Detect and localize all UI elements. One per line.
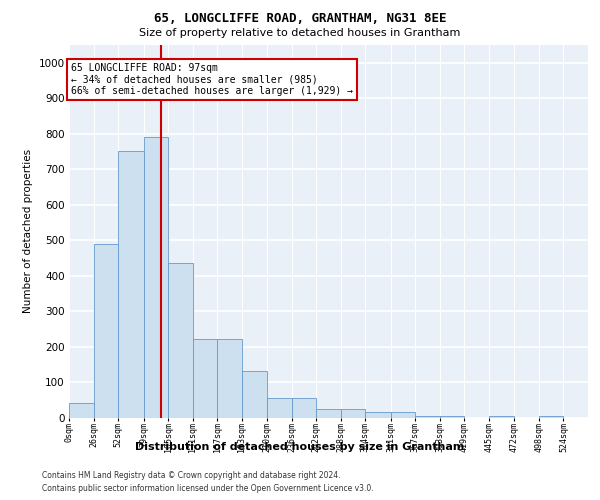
Bar [341, 408, 365, 418]
Bar [168, 263, 193, 418]
Bar [242, 372, 267, 418]
Y-axis label: Number of detached properties: Number of detached properties [23, 149, 33, 314]
Bar [217, 340, 242, 417]
Bar [316, 408, 341, 418]
Text: Distribution of detached houses by size in Grantham: Distribution of detached houses by size … [136, 442, 464, 452]
Bar [267, 398, 292, 417]
Text: 65 LONGCLIFFE ROAD: 97sqm
← 34% of detached houses are smaller (985)
66% of semi: 65 LONGCLIFFE ROAD: 97sqm ← 34% of detac… [71, 62, 353, 96]
Text: Size of property relative to detached houses in Grantham: Size of property relative to detached ho… [139, 28, 461, 38]
Bar [539, 416, 563, 418]
Text: 65, LONGCLIFFE ROAD, GRANTHAM, NG31 8EE: 65, LONGCLIFFE ROAD, GRANTHAM, NG31 8EE [154, 12, 446, 26]
Bar [365, 412, 391, 418]
Bar [415, 416, 440, 418]
Bar [118, 152, 143, 418]
Text: Contains public sector information licensed under the Open Government Licence v3: Contains public sector information licen… [42, 484, 374, 493]
Bar [391, 412, 415, 418]
Bar [69, 404, 94, 417]
Bar [292, 398, 316, 417]
Bar [143, 137, 168, 418]
Text: Contains HM Land Registry data © Crown copyright and database right 2024.: Contains HM Land Registry data © Crown c… [42, 471, 341, 480]
Bar [440, 416, 464, 418]
Bar [94, 244, 118, 418]
Bar [193, 340, 217, 417]
Bar [489, 416, 514, 418]
